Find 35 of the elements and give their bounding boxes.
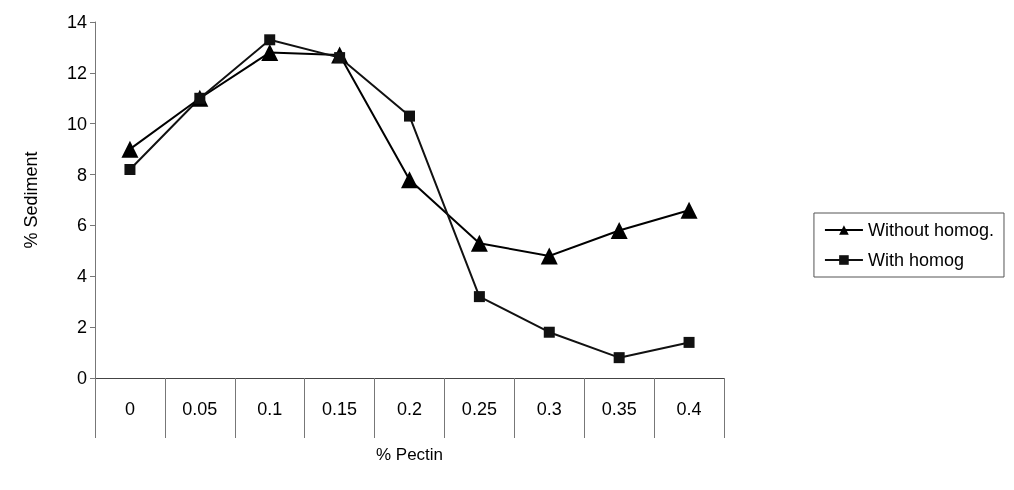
point [470, 234, 488, 252]
x-tick-label: 0.25 [461, 399, 497, 419]
y-tick-label: 12 [66, 62, 87, 83]
point [404, 110, 415, 122]
point [473, 291, 485, 303]
y-tick-label: 14 [66, 12, 87, 32]
point [124, 163, 136, 175]
point [613, 352, 625, 364]
point [540, 247, 558, 265]
y-tick-label: 0 [76, 368, 87, 388]
x-tick-label: 0.2 [396, 399, 423, 419]
y-tick-label: 6 [76, 215, 87, 236]
x-tick-label: 0.3 [536, 399, 562, 419]
point [121, 140, 139, 158]
x-tick-label: 0.4 [676, 399, 702, 419]
point [401, 171, 418, 189]
y-axis-title: % Sediment [21, 151, 41, 249]
x-axis-title: % Pectin [375, 445, 444, 464]
point [683, 336, 695, 348]
point [264, 34, 276, 46]
x-tick-label: 0 [124, 399, 135, 419]
x-tick-label: 0.1 [257, 399, 283, 419]
point [610, 222, 628, 240]
y-tick-label: 2 [76, 317, 87, 338]
x-tick-label: 0.15 [322, 399, 358, 419]
legend-label: Without homog. [867, 220, 994, 240]
y-tick-label: 4 [76, 266, 87, 287]
y-tick-label: 8 [76, 164, 87, 185]
x-tick-label: 0.05 [182, 399, 218, 419]
point [261, 44, 279, 62]
y-tick-label: 10 [66, 113, 87, 134]
point [543, 326, 555, 338]
point [680, 201, 698, 219]
x-tick-label: 0.35 [601, 399, 637, 419]
legend-label: With homog [867, 250, 964, 270]
